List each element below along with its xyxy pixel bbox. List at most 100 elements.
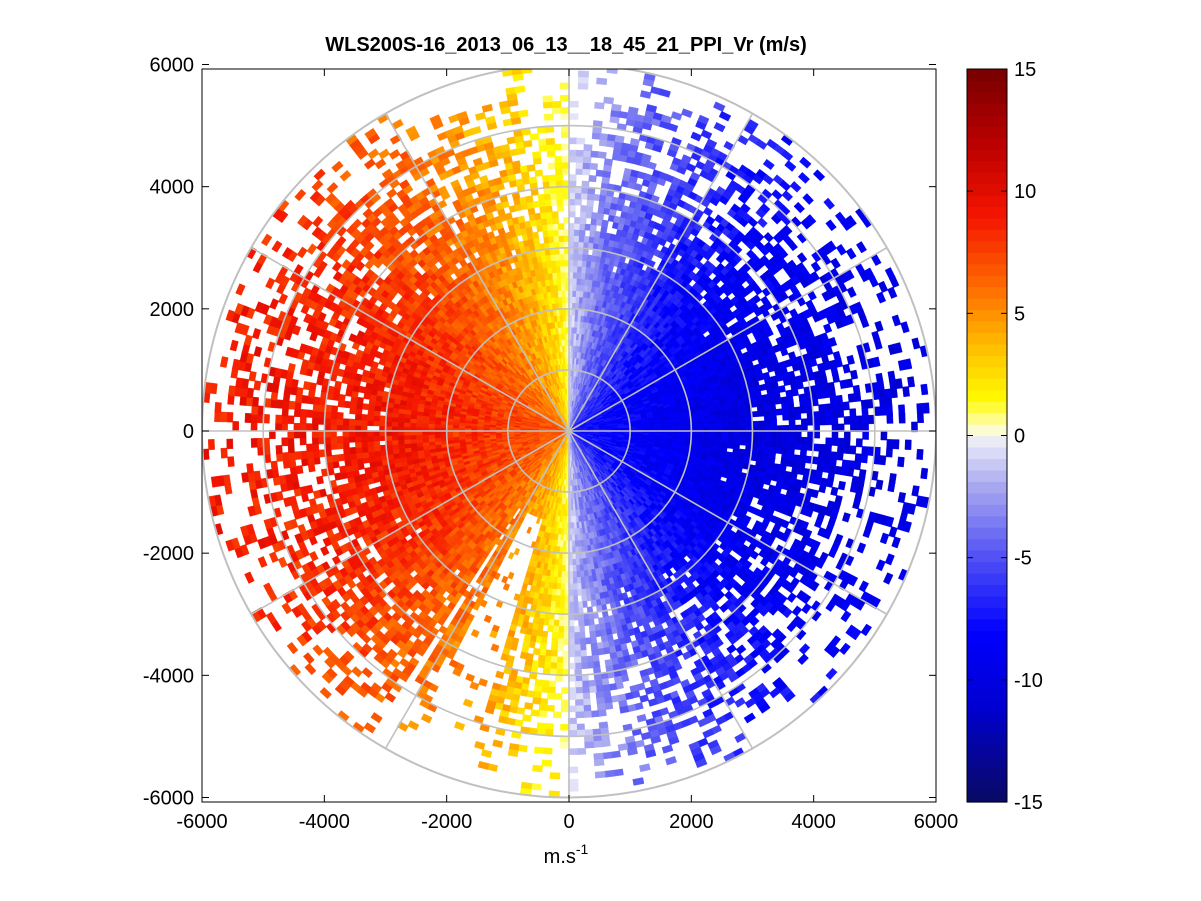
velocity-cell [885, 405, 894, 416]
velocity-cell [847, 393, 856, 403]
velocity-cell [842, 401, 850, 411]
velocity-cell [713, 101, 726, 112]
velocity-cell [831, 430, 839, 439]
velocity-cell [853, 460, 862, 471]
velocity-cell [775, 408, 783, 416]
velocity-cell [568, 210, 576, 218]
velocity-cell [843, 430, 851, 440]
velocity-cell [825, 478, 834, 488]
velocity-cell [849, 415, 857, 425]
velocity-cell [758, 420, 765, 427]
velocity-cell [645, 104, 658, 113]
velocity-cell [800, 418, 808, 426]
velocity-cell [831, 437, 839, 447]
velocity-cell [885, 447, 893, 458]
velocity-cell [739, 439, 747, 446]
velocity-cell [832, 373, 841, 383]
velocity-cell [578, 229, 586, 237]
velocity-cell [575, 162, 585, 169]
velocity-cell [762, 158, 775, 171]
velocity-cell [614, 135, 625, 144]
velocity-cell [843, 445, 851, 455]
velocity-cell [799, 405, 808, 414]
velocity-cell [578, 70, 590, 78]
velocity-cell [898, 413, 906, 424]
velocity-cell [875, 479, 884, 490]
velocity-cell [861, 415, 869, 425]
velocity-cell [577, 82, 589, 90]
velocity-cell [582, 168, 591, 176]
velocity-cell [855, 415, 863, 425]
velocity-cell [667, 122, 679, 133]
velocity-cell [568, 174, 577, 181]
velocity-cell [568, 223, 576, 230]
velocity-cell [575, 155, 585, 163]
velocity-cell [818, 410, 826, 419]
velocity-cell [611, 103, 622, 112]
velocity-cell [819, 417, 827, 426]
velocity-cell [843, 437, 851, 447]
velocity-cell [589, 224, 597, 232]
velocity-cell [780, 149, 794, 162]
velocity-cell [796, 381, 804, 390]
velocity-cell [855, 438, 863, 448]
velocity-cell [596, 212, 605, 221]
velocity-cell [778, 385, 786, 393]
velocity-cell [646, 161, 657, 171]
velocity-cell [713, 122, 726, 133]
velocity-cell [764, 420, 772, 427]
velocity-cell [887, 481, 896, 493]
velocity-cell [880, 430, 888, 441]
velocity-cell [782, 413, 790, 421]
velocity-cell [862, 430, 869, 440]
velocity-cell [705, 138, 718, 149]
velocity-cell [582, 156, 592, 164]
velocity-cell [702, 206, 714, 217]
velocity-cell [594, 101, 605, 110]
velocity-cell [568, 149, 578, 157]
velocity-cell [849, 445, 857, 455]
velocity-cell [849, 369, 859, 380]
chart-title: WLS200S-16_2013_06_13__18_45_21_PPI_Vr (… [325, 34, 806, 56]
velocity-cell [782, 430, 790, 438]
velocity-cell [718, 110, 732, 122]
velocity-cell [886, 439, 894, 450]
velocity-cell [916, 402, 924, 414]
velocity-cell [770, 430, 778, 438]
velocity-cell [916, 448, 924, 460]
velocity-cell [843, 416, 851, 425]
velocity-cell [824, 410, 832, 419]
velocity-cell [784, 160, 797, 172]
velocity-cell [606, 69, 618, 75]
velocity-cell [568, 186, 577, 194]
velocity-cell [774, 397, 782, 405]
velocity-cell [920, 383, 929, 396]
velocity-cell [603, 96, 615, 105]
velocity-cell [577, 76, 589, 84]
velocity-cell [894, 378, 903, 390]
velocity-cell [831, 416, 839, 426]
velocity-cell [739, 421, 747, 428]
velocity-cell [641, 153, 652, 163]
velocity-cell [897, 456, 905, 468]
velocity-cell [845, 378, 854, 389]
velocity-cell [916, 412, 924, 424]
velocity-cell [885, 396, 893, 408]
velocity-cell [825, 417, 833, 426]
velocity-cell [597, 151, 607, 159]
velocity-cell [892, 439, 900, 450]
velocity-cell [658, 88, 671, 98]
velocity-cell [568, 229, 576, 236]
velocity-cell [576, 137, 586, 145]
velocity-cell [568, 137, 578, 145]
velocity-cell [568, 113, 579, 120]
velocity-cell [568, 100, 579, 108]
velocity-cell [726, 443, 734, 449]
velocity-cell [579, 217, 587, 225]
velocity-cell [837, 480, 846, 491]
velocity-cell [861, 407, 869, 417]
velocity-cell [770, 419, 778, 427]
velocity-cell [757, 410, 765, 417]
velocity-cell [788, 418, 796, 427]
